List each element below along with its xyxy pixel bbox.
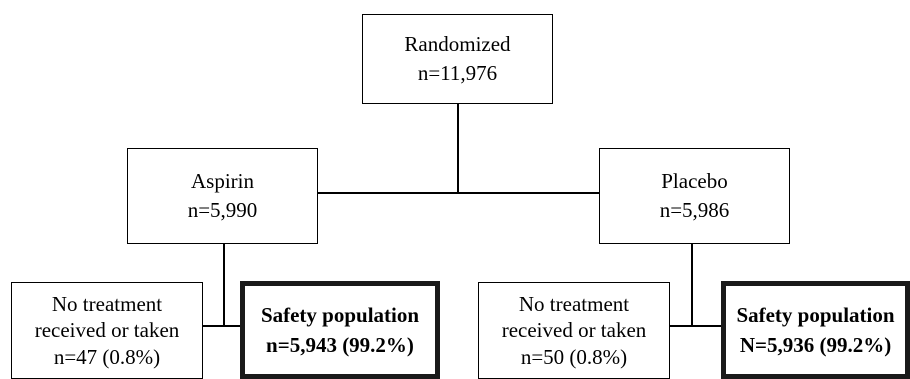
connector-randomized-down bbox=[457, 104, 459, 193]
placebo-no-treatment-line2: received or taken bbox=[501, 318, 647, 343]
placebo-safety-title: Safety population bbox=[736, 302, 895, 327]
aspirin-count: n=5,990 bbox=[187, 198, 258, 222]
aspirin-no-treatment-box: No treatment received or taken n=47 (0.8… bbox=[11, 282, 203, 379]
aspirin-safety-count: n=5,943 (99.2%) bbox=[266, 333, 414, 357]
randomized-count: n=11,976 bbox=[417, 61, 498, 85]
connector-aspirin-down bbox=[223, 244, 225, 325]
randomized-title: Randomized bbox=[404, 32, 511, 57]
connector-arms-horizontal bbox=[241, 192, 600, 194]
aspirin-box: Aspirin n=5,990 bbox=[127, 148, 318, 244]
aspirin-safety-title: Safety population bbox=[260, 302, 420, 327]
aspirin-no-treatment-line2: received or taken bbox=[34, 318, 180, 343]
placebo-no-treatment-line1: No treatment bbox=[518, 291, 630, 316]
placebo-title: Placebo bbox=[661, 169, 728, 194]
aspirin-title: Aspirin bbox=[191, 169, 254, 194]
placebo-box: Placebo n=5,986 bbox=[599, 148, 790, 244]
placebo-no-treatment-box: No treatment received or taken n=50 (0.8… bbox=[478, 282, 670, 379]
aspirin-no-treatment-count: n=47 (0.8%) bbox=[53, 344, 161, 369]
randomized-box: Randomized n=11,976 bbox=[362, 14, 553, 104]
placebo-safety-count: N=5,936 (99.2%) bbox=[739, 333, 892, 357]
placebo-count: n=5,986 bbox=[659, 198, 730, 222]
connector-aspirin-branch bbox=[202, 325, 240, 327]
placebo-safety-population-box: Safety population N=5,936 (99.2%) bbox=[721, 281, 910, 379]
connector-placebo-branch bbox=[670, 325, 722, 327]
aspirin-safety-population-box: Safety population n=5,943 (99.2%) bbox=[240, 281, 440, 379]
aspirin-no-treatment-line1: No treatment bbox=[51, 291, 163, 316]
connector-placebo-down bbox=[691, 244, 693, 325]
placebo-no-treatment-count: n=50 (0.8%) bbox=[520, 344, 628, 369]
